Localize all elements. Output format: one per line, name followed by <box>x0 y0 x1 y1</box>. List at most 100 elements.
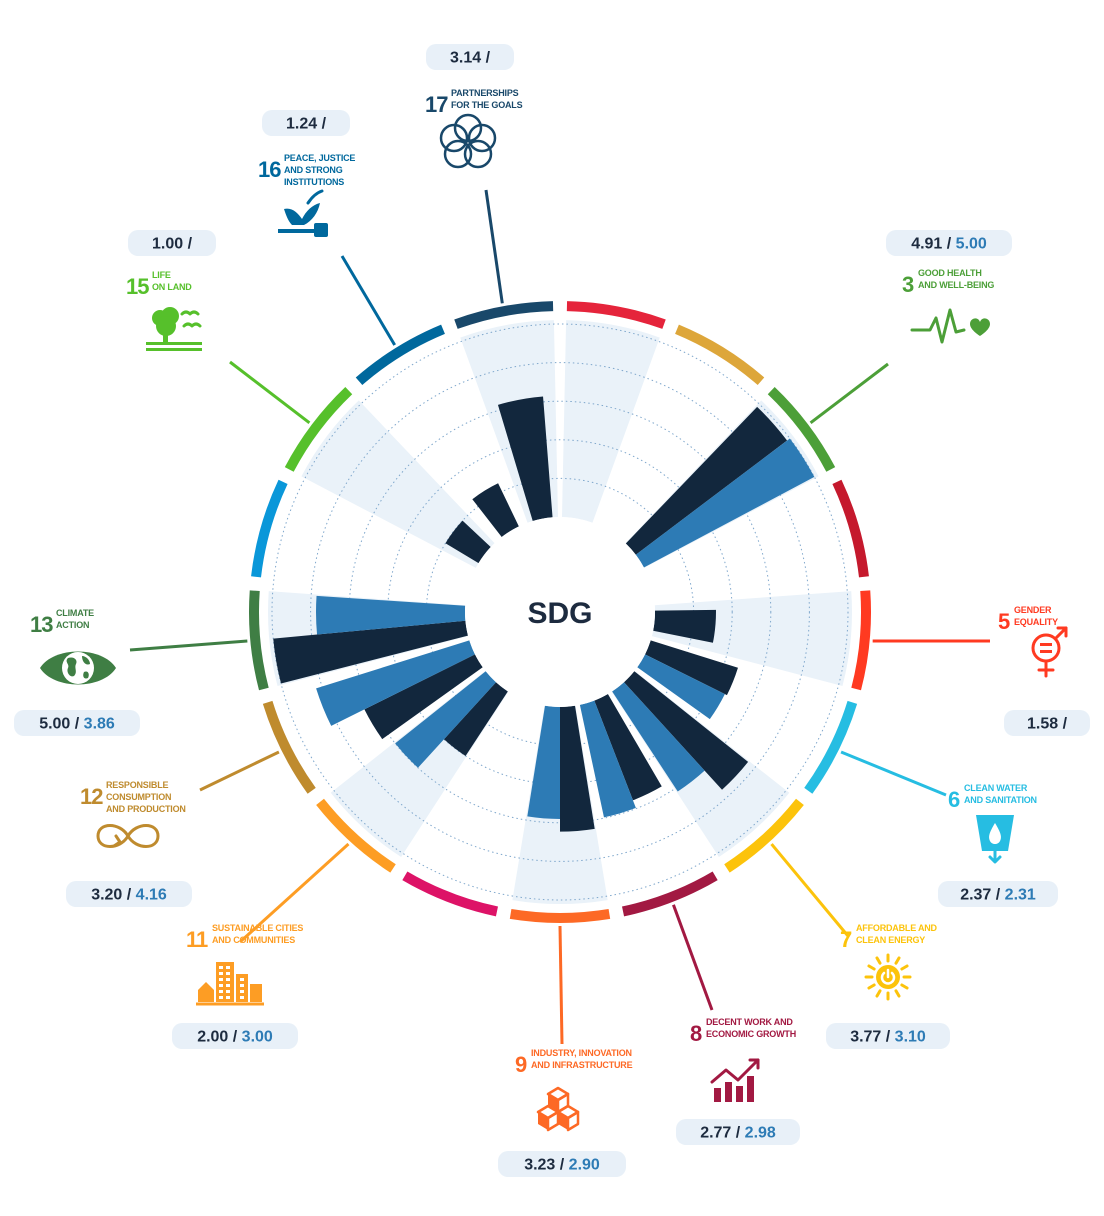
bar-series-1-sdg-17 <box>497 396 553 521</box>
bar-series-1-sdg-8 <box>594 694 662 801</box>
goal-number: 11 <box>186 927 208 952</box>
goal-number: 12 <box>80 784 103 809</box>
leader-line-sdg-13 <box>129 639 248 652</box>
ring-segment-sdg-4 <box>832 479 869 578</box>
goal-title-line: AND WELL-BEING <box>918 280 994 290</box>
score-text: 2.00 / 3.00 <box>197 1029 273 1046</box>
goal-media-sdg-13: 5.00 / 3.86 <box>14 651 140 736</box>
goal-panel-sdg-16: 16 PEACE, JUSTICE AND STRONG INSTITUTIONS <box>258 153 356 187</box>
goal-media-sdg-15: 1.00 / <box>128 230 216 351</box>
score-badge <box>938 881 1058 907</box>
bar-series-1-sdg-6 <box>645 640 738 696</box>
track-sector <box>411 693 541 898</box>
score-text: 4.91 / 5.00 <box>911 236 987 253</box>
goal-media-sdg-5: 1.58 / <box>1004 626 1090 736</box>
ring-segment-sdg-12 <box>262 700 316 794</box>
track-sector <box>596 341 753 541</box>
chart-title: SDG <box>527 597 592 630</box>
goal-color-ring <box>248 301 871 923</box>
bar-series-2-sdg-3 <box>635 438 815 568</box>
growth-chart-icon <box>710 1058 760 1102</box>
score-text: 2.37 / 2.31 <box>960 887 1036 904</box>
goal-number: 16 <box>258 157 281 182</box>
goal-title-line: PEACE, JUSTICE <box>284 153 355 163</box>
bar-series-2-sdg-11 <box>395 671 496 768</box>
goal-media-sdg-12: 3.20 / 4.16 <box>66 824 192 907</box>
track-sector <box>645 487 851 602</box>
leader-line-sdg-6 <box>840 750 947 797</box>
goal-title-line: EQUALITY <box>1014 617 1058 627</box>
goal-panels: 3 GOOD HEALTH AND WELL-BEING 5 GENDER EQUALIT… <box>14 44 1090 1177</box>
bar-series-1-sdg-13 <box>273 620 468 684</box>
goal-number: 13 <box>30 612 53 637</box>
bar-series-2-sdg-13 <box>316 595 466 635</box>
goal-title-line: CLEAN WATER <box>964 783 1028 793</box>
city-buildings-icon <box>196 962 264 1006</box>
leader-line-sdg-3 <box>809 362 889 424</box>
goal-title-line: CLIMATE <box>56 608 94 618</box>
goal-title-line: CONSUMPTION <box>106 792 171 802</box>
goal-media-sdg-3: 4.91 / 5.00 <box>886 230 1012 344</box>
goal-number: 9 <box>515 1052 527 1077</box>
score-badge <box>426 44 514 70</box>
ring-segment-sdg-17 <box>454 301 554 329</box>
ring-segment-sdg-13 <box>248 590 269 691</box>
ring-segment-sdg-16 <box>355 324 445 386</box>
goal-title-line: ACTION <box>56 620 89 630</box>
score-badge <box>498 1151 626 1177</box>
goal-number: 17 <box>425 92 448 117</box>
goal-number: 7 <box>840 927 852 952</box>
goal-media-sdg-8: 2.77 / 2.98 <box>676 1058 800 1145</box>
heartbeat-icon <box>910 308 990 344</box>
goal-panel-sdg-6: 6 CLEAN WATER AND SANITATION <box>948 783 1037 812</box>
score-badge <box>128 230 216 256</box>
goal-title-line: INDUSTRY, INNOVATION <box>531 1048 632 1058</box>
cubes-icon <box>536 1086 580 1132</box>
gender-equality-icon <box>1031 626 1068 678</box>
goal-number: 6 <box>948 787 960 812</box>
score-text: 1.24 / <box>286 116 327 133</box>
track-sector <box>561 320 660 523</box>
tree-birds-icon <box>146 307 202 351</box>
goal-panel-sdg-12: 12 RESPONSIBLE CONSUMPTION AND PRODUCTION <box>80 780 186 814</box>
score-badge <box>172 1023 298 1049</box>
goal-title-line: CLEAN ENERGY <box>856 935 925 945</box>
goal-number: 3 <box>902 272 914 297</box>
bar-series-1-sdg-5 <box>653 609 716 643</box>
bar-series-1-sdg-7 <box>624 671 749 790</box>
score-badge <box>262 110 350 136</box>
score-badge <box>826 1023 950 1049</box>
score-text: 5.00 / 3.86 <box>39 716 115 733</box>
goal-panel-sdg-17: 17 PARTNERSHIPS FOR THE GOALS <box>425 88 523 117</box>
globe-eye-icon <box>40 651 116 685</box>
track-sector <box>301 400 495 568</box>
goal-number: 15 <box>126 274 149 299</box>
goal-title-line: RESPONSIBLE <box>106 780 169 790</box>
goal-panel-sdg-7: 7 AFFORDABLE AND CLEAN ENERGY <box>840 923 938 952</box>
bar-series-2-sdg-7 <box>612 682 705 792</box>
leader-line-sdg-15 <box>229 360 311 424</box>
goal-number: 8 <box>690 1021 702 1046</box>
leader-lines <box>129 189 991 1045</box>
leader-line-sdg-9 <box>558 925 564 1045</box>
infinity-loop-icon <box>96 824 160 848</box>
goal-media-sdg-17: 3.14 / <box>426 44 514 169</box>
leader-line-sdg-8 <box>672 904 714 1011</box>
ring-segment-sdg-11 <box>316 798 396 873</box>
goal-title-line: AND PRODUCTION <box>106 804 186 814</box>
bar-series-1-sdg-11 <box>443 682 508 756</box>
goal-panel-sdg-5: 5 GENDER EQUALITY <box>998 605 1058 634</box>
score-text: 3.77 / 3.10 <box>850 1029 926 1046</box>
bar-series-2-sdg-6 <box>637 654 725 720</box>
score-text: 3.23 / 2.90 <box>524 1157 600 1174</box>
goal-title-line: AND SANITATION <box>964 795 1037 805</box>
goal-panel-sdg-9: 9 INDUSTRY, INNOVATION AND INFRASTRUCTURE <box>515 1048 633 1077</box>
goal-title-line: AND COMMUNITIES <box>212 935 295 945</box>
goal-panel-sdg-3: 3 GOOD HEALTH AND WELL-BEING <box>902 268 995 297</box>
goal-panel-sdg-8: 8 DECENT WORK AND ECONOMIC GROWTH <box>690 1017 796 1046</box>
goal-title-line: DECENT WORK AND <box>706 1017 793 1027</box>
bar-series-1-sdg-9 <box>560 705 595 832</box>
score-text: 3.20 / 4.16 <box>91 887 167 904</box>
goal-title-line: PARTNERSHIPS <box>451 88 519 98</box>
